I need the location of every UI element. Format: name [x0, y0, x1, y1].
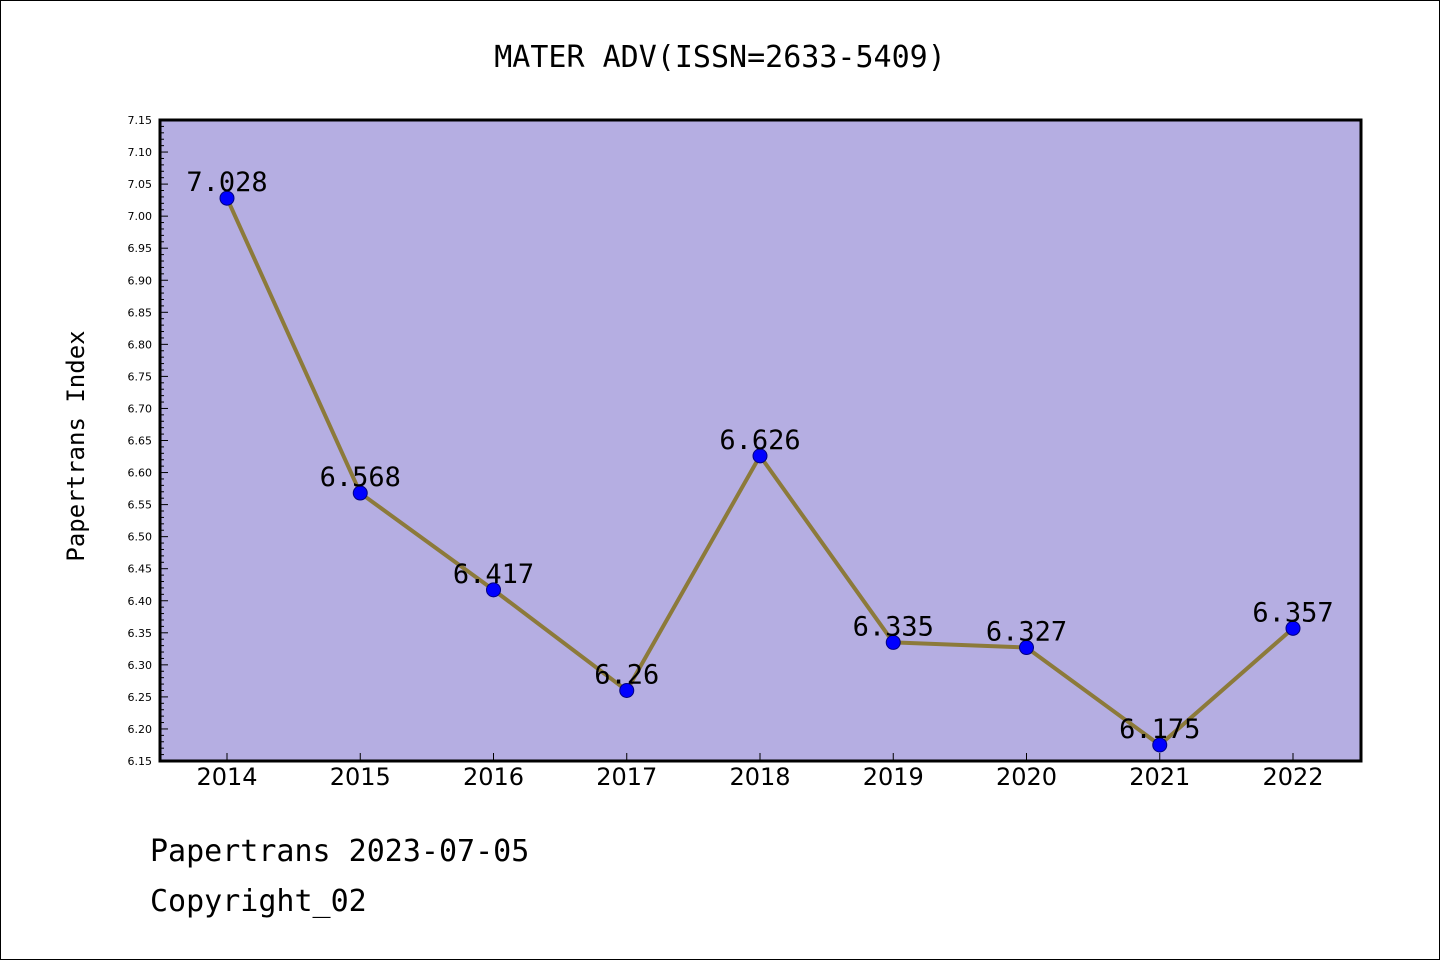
x-tick-label: 2015	[330, 763, 391, 791]
x-axis-ticks: 2014 2015 2016 2017 2018 2019 2020 2021 2022	[196, 753, 1324, 791]
footer-copyright: Copyright_02	[150, 884, 367, 919]
y-tick-label: 6.25	[128, 691, 153, 704]
y-tick-label: 6.20	[128, 723, 153, 736]
y-tick-label: 6.50	[128, 531, 153, 544]
y-tick-label: 6.80	[128, 338, 153, 351]
y-tick-label: 6.75	[128, 370, 153, 383]
y-tick-label: 6.65	[128, 435, 153, 448]
x-tick-label: 2014	[196, 763, 257, 791]
y-axis-label: Papertrans Index	[62, 330, 90, 561]
data-label: 6.568	[320, 462, 401, 493]
y-tick-label: 6.70	[128, 402, 153, 415]
data-label: 6.175	[1119, 714, 1200, 745]
y-tick-label: 6.15	[128, 755, 153, 768]
data-point	[486, 582, 501, 598]
x-tick-label: 2021	[1129, 763, 1190, 791]
y-tick-label: 7.05	[128, 178, 153, 191]
data-point	[619, 682, 635, 698]
y-tick-label: 7.00	[128, 210, 153, 223]
data-point	[219, 190, 235, 206]
data-point	[1019, 640, 1034, 656]
plot-border	[158, 118, 1363, 763]
data-point	[352, 485, 368, 501]
y-tick-label: 6.95	[128, 242, 153, 255]
data-point	[1152, 737, 1168, 753]
plot-area	[160, 120, 1361, 761]
x-tick-label: 2020	[996, 763, 1057, 791]
data-point	[885, 634, 901, 650]
x-tick-label: 2016	[463, 763, 524, 791]
x-tick-label: 2018	[729, 763, 790, 791]
y-tick-label: 6.30	[128, 659, 153, 672]
x-tick-label: 2019	[863, 763, 924, 791]
footer-date-line: Papertrans 2023-07-05	[150, 834, 530, 869]
y-tick-label: 6.35	[128, 627, 153, 640]
data-point	[752, 448, 768, 464]
y-tick-label: 7.15	[128, 114, 153, 127]
y-tick-label: 6.45	[128, 563, 153, 576]
y-tick-label: 6.55	[128, 499, 153, 512]
data-label: 6.626	[719, 425, 800, 456]
y-tick-label: 6.60	[128, 467, 153, 480]
data-label: 7.028	[186, 167, 267, 198]
chart-title: MATER ADV(ISSN=2633-5409)	[494, 40, 946, 75]
data-label: 6.417	[453, 559, 534, 590]
x-tick-label: 2017	[596, 763, 657, 791]
y-tick-label: 6.90	[128, 274, 153, 287]
data-label: 6.327	[986, 617, 1067, 648]
data-label: 6.357	[1252, 597, 1333, 628]
y-tick-label: 6.85	[128, 306, 153, 319]
data-point	[1285, 620, 1301, 636]
x-tick-label: 2022	[1262, 763, 1323, 791]
data-label: 6.335	[853, 611, 934, 642]
y-tick-label: 7.10	[128, 146, 153, 159]
y-tick-label: 6.40	[128, 595, 153, 608]
data-label: 6.26	[594, 659, 659, 690]
data-markers	[219, 190, 1301, 753]
data-labels: 7.028 6.568 6.417 6.26 6.626 6.335 6.327 6.175 6…	[186, 167, 1333, 745]
